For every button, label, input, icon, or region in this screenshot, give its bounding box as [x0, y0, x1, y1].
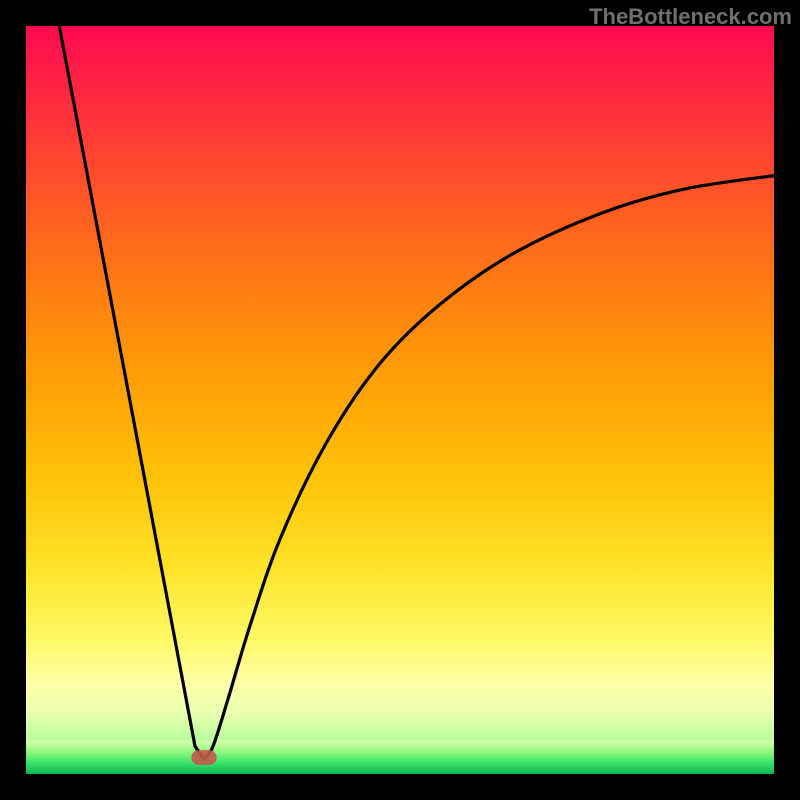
watermark-text: TheBottleneck.com: [589, 4, 792, 30]
green-base-band: [26, 740, 774, 774]
notch-marker: [191, 750, 216, 765]
chart-frame: TheBottleneck.com: [0, 0, 800, 800]
plot-area: [26, 26, 774, 774]
bottleneck-chart: [26, 26, 774, 774]
gradient-background: [26, 26, 774, 774]
